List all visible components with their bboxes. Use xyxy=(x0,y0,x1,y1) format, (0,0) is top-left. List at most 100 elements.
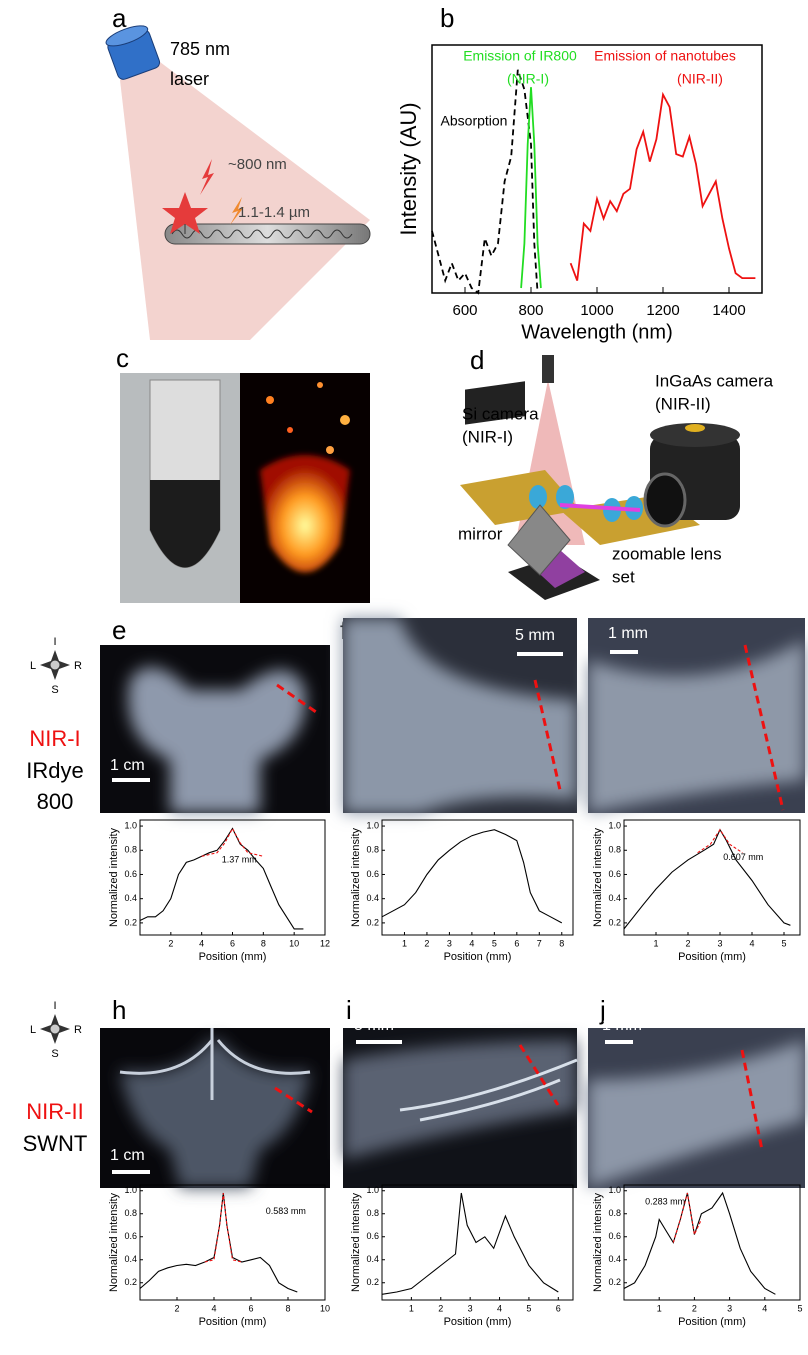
panel-letter: b xyxy=(440,3,454,33)
compass-label: L xyxy=(30,660,36,672)
y-tick-label: 1.0 xyxy=(608,1185,621,1195)
annotation: 0.583 mm xyxy=(266,1206,306,1216)
x-tick-label: 1 xyxy=(653,938,658,948)
x-tick-label: 1200 xyxy=(646,302,679,319)
scale-bar-label: 1 mm xyxy=(602,1017,642,1034)
data-line xyxy=(205,1193,242,1262)
y-tick-label: 0.8 xyxy=(608,1208,621,1218)
x-tick-label: 3 xyxy=(447,938,452,948)
x-axis-label: Position (mm) xyxy=(444,951,512,963)
x-tick-label: 4 xyxy=(762,1303,767,1313)
x-tick-label: 6 xyxy=(556,1303,561,1313)
compass xyxy=(40,650,70,1044)
scale-bar-label: 5 mm xyxy=(515,627,555,644)
data-line xyxy=(432,70,538,293)
plot-frame xyxy=(140,820,325,935)
y-tick-label: 0.4 xyxy=(124,1254,137,1264)
mirror-label: mirror xyxy=(458,524,503,543)
y-tick-label: 0.6 xyxy=(366,1231,379,1241)
x-tick-label: 1 xyxy=(409,1303,414,1313)
row-agent: SWNT xyxy=(23,1131,88,1156)
y-tick-label: 0.4 xyxy=(366,1254,379,1264)
annotation: (NIR-II) xyxy=(677,71,723,87)
y-tick-label: 0.6 xyxy=(608,869,621,879)
y-tick-label: 0.6 xyxy=(124,869,137,879)
panel-letter: h xyxy=(112,995,126,1025)
x-tick-label: 5 xyxy=(781,938,786,948)
y-tick-label: 1.0 xyxy=(608,820,621,830)
y-tick-label: 1.0 xyxy=(124,820,137,830)
data-line xyxy=(382,830,562,923)
x-tick-label: 1000 xyxy=(580,302,613,319)
y-axis-label: Normalized intensity xyxy=(108,1192,120,1292)
x-tick-label: 800 xyxy=(518,302,543,319)
scale-bar-label: 1 cm xyxy=(110,1147,145,1164)
x-tick-label: 4 xyxy=(199,938,204,948)
x-tick-label: 8 xyxy=(559,938,564,948)
compass-label: I xyxy=(53,1000,56,1012)
panel-letter: a xyxy=(112,3,127,33)
x-axis-label: Position (mm) xyxy=(199,951,267,963)
x-tick-label: 4 xyxy=(749,938,754,948)
y-tick-label: 0.8 xyxy=(366,845,379,855)
y-tick-label: 0.6 xyxy=(608,1231,621,1241)
x-tick-label: 5 xyxy=(492,938,497,948)
compass-label: S xyxy=(51,684,58,696)
plot-frame xyxy=(624,820,800,935)
y-axis-label: Normalized intensity xyxy=(592,827,604,927)
x-tick-label: 10 xyxy=(320,1303,330,1313)
panel-letter: e xyxy=(112,615,126,645)
x-axis-label: Position (mm) xyxy=(678,951,746,963)
laser-label: laser xyxy=(170,69,209,89)
schematic-a xyxy=(104,22,370,340)
row-imaging: NIR-II xyxy=(26,1099,83,1124)
panel-letter: d xyxy=(470,345,484,375)
ingaas-band: (NIR-II) xyxy=(655,394,711,413)
data-line xyxy=(521,87,541,288)
data-line xyxy=(624,1193,775,1294)
x-tick-label: 5 xyxy=(797,1303,802,1313)
dye-emission: ~800 nm xyxy=(228,156,287,173)
y-axis-label: Normalized intensity xyxy=(592,1192,604,1292)
x-tick-label: 8 xyxy=(261,938,266,948)
x-tick-label: 1 xyxy=(402,938,407,948)
x-tick-label: 6 xyxy=(230,938,235,948)
annotation: Absorption xyxy=(441,113,508,129)
row-agent: 800 xyxy=(37,789,74,814)
compass-label: R xyxy=(74,1024,82,1036)
row-agent: IRdye xyxy=(26,758,83,783)
laser-wavelength: 785 nm xyxy=(170,39,230,59)
photo-c xyxy=(120,373,370,603)
x-tick-label: 2 xyxy=(438,1303,443,1313)
figure: a b c d e f g h i j 785 nm laser ~800 nm… xyxy=(0,0,808,1355)
y-tick-label: 0.2 xyxy=(608,917,621,927)
x-tick-label: 2 xyxy=(424,938,429,948)
image-j xyxy=(588,1028,805,1188)
y-tick-label: 0.8 xyxy=(124,845,137,855)
plot-frame xyxy=(382,820,573,935)
annotation: Emission of nanotubes xyxy=(594,48,736,64)
x-tick-label: 10 xyxy=(289,938,299,948)
y-axis-label: Normalized intensity xyxy=(108,827,120,927)
x-tick-label: 8 xyxy=(285,1303,290,1313)
data-line xyxy=(624,830,790,929)
annotation: Emission of IR800 xyxy=(463,48,577,64)
x-tick-label: 600 xyxy=(452,302,477,319)
x-tick-label: 7 xyxy=(537,938,542,948)
x-tick-label: 2 xyxy=(685,938,690,948)
x-axis-label: Wavelength (nm) xyxy=(521,321,673,343)
x-axis-label: Position (mm) xyxy=(678,1316,746,1328)
x-tick-label: 5 xyxy=(526,1303,531,1313)
x-tick-label: 2 xyxy=(692,1303,697,1313)
y-tick-label: 1.0 xyxy=(124,1185,137,1195)
x-tick-label: 4 xyxy=(211,1303,216,1313)
x-tick-label: 2 xyxy=(174,1303,179,1313)
annotation: 0.607 mm xyxy=(723,852,763,862)
plot-frame xyxy=(140,1185,325,1300)
y-tick-label: 1.0 xyxy=(366,1185,379,1195)
y-tick-label: 0.2 xyxy=(124,1277,137,1287)
image-i xyxy=(343,1028,577,1188)
ingaas-label: InGaAs camera xyxy=(655,371,774,390)
compass-label: I xyxy=(53,636,56,648)
y-tick-label: 0.8 xyxy=(608,845,621,855)
